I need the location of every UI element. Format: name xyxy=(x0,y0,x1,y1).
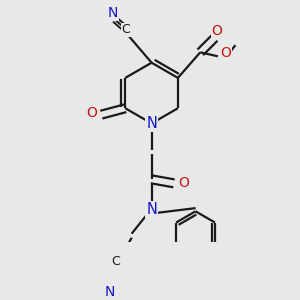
Text: O: O xyxy=(212,24,223,38)
Text: N: N xyxy=(105,285,115,299)
Text: O: O xyxy=(86,106,97,120)
Text: N: N xyxy=(108,6,119,20)
Text: N: N xyxy=(146,202,157,217)
Text: C: C xyxy=(122,23,130,36)
Text: O: O xyxy=(220,46,231,60)
Text: C: C xyxy=(111,255,120,268)
Text: N: N xyxy=(146,116,157,131)
Text: O: O xyxy=(178,176,189,190)
